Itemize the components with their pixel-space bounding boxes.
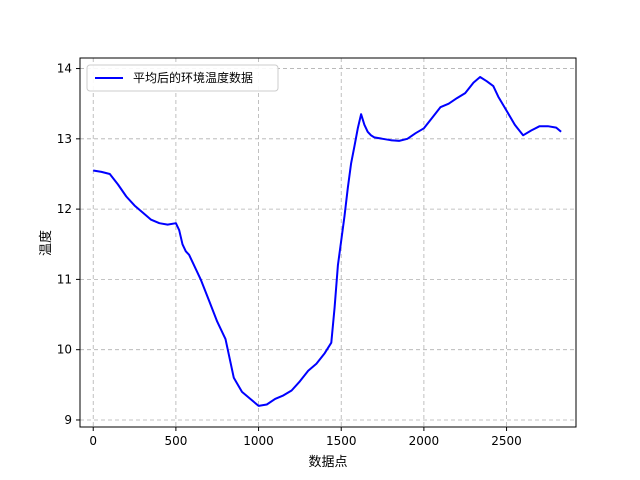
y-ticks: 9 10 11 12 13 14 <box>57 62 80 427</box>
x-ticks: 0 500 1000 1500 2000 2500 <box>89 427 522 448</box>
series-line <box>93 76 562 407</box>
y-axis-label: 温度 <box>38 230 54 256</box>
x-tick-label: 2500 <box>491 434 522 448</box>
y-tick-label: 13 <box>57 132 72 146</box>
y-tick-label: 12 <box>57 202 72 216</box>
y-tick-label: 9 <box>64 413 72 427</box>
x-tick-label: 1000 <box>243 434 274 448</box>
legend: 平均后的环境温度数据 <box>86 64 279 92</box>
legend-label: 平均后的环境温度数据 <box>133 70 253 85</box>
x-tick-label: 1500 <box>326 434 357 448</box>
x-axis-label: 数据点 <box>308 455 347 470</box>
plot-frame <box>79 57 577 428</box>
x-tick-label: 0 <box>89 434 97 448</box>
y-tick-label: 10 <box>57 343 72 357</box>
y-tick-label: 11 <box>57 272 72 286</box>
plot-area <box>80 58 576 427</box>
legend-box <box>86 64 279 92</box>
x-tick-label: 500 <box>164 434 187 448</box>
y-tick-label: 14 <box>57 62 72 76</box>
x-tick-label: 2000 <box>409 434 440 448</box>
